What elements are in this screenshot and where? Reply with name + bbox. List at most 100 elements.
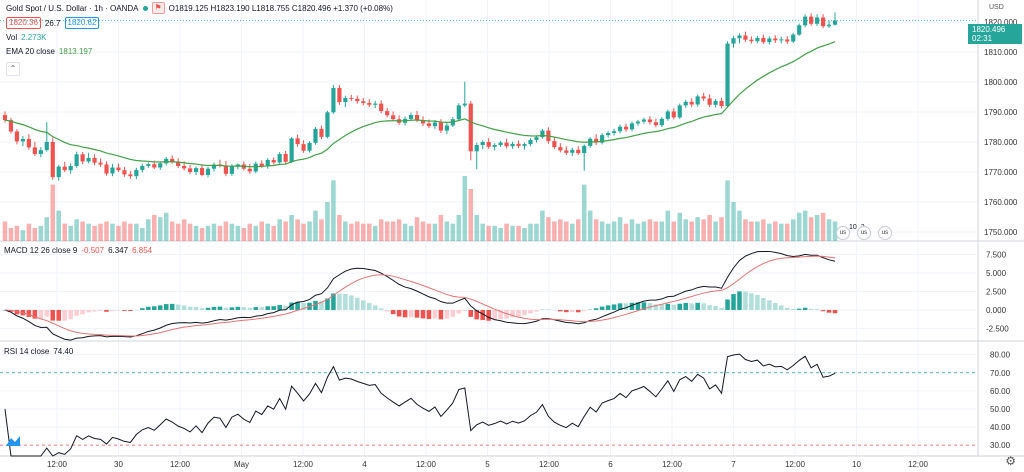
candle-body (164, 158, 169, 164)
candle-body (170, 158, 175, 162)
time-axis-tick: May (234, 460, 249, 469)
macd-histogram-bar (462, 309, 468, 311)
macd-label: MACD 12 26 close 9 (4, 246, 78, 255)
candle-body (253, 163, 258, 172)
candle-body (737, 35, 742, 39)
candle-body (504, 142, 509, 147)
macd-histogram-bar (773, 302, 778, 310)
candle-body (665, 111, 670, 119)
volume-bar (74, 219, 79, 241)
volume-bar (283, 221, 288, 241)
candle-body (683, 101, 688, 106)
macd-histogram-bar (570, 309, 575, 313)
volume-bar (402, 223, 408, 241)
symbol-title: Gold Spot / U.S. Dollar · 1h · OANDA (6, 3, 139, 13)
candle-body (420, 120, 426, 124)
macd-pane (0, 250, 978, 341)
volume-bar (62, 223, 67, 241)
volume-bar (181, 219, 187, 241)
rsi-label: RSI 14 close (4, 347, 50, 356)
macd-histogram-bar (558, 309, 563, 312)
bid-button[interactable]: 1820.36 (6, 17, 41, 29)
volume-bars (2, 176, 838, 241)
price-axis-tick: 1780.000 (984, 138, 1018, 147)
candle-body (832, 20, 838, 25)
macd-histogram-bar (713, 306, 718, 310)
settings-gear-icon[interactable]: ⚙ (1005, 454, 1016, 468)
ema-legend: EMA 20 close 1813.197 (6, 47, 96, 56)
volume-bar (32, 228, 38, 241)
volume-bar (599, 221, 605, 241)
macd-histogram-bar (325, 298, 330, 310)
rsi-axis-tick: 60.00 (990, 387, 1011, 396)
grid-lines (0, 0, 978, 456)
volume-bar (731, 202, 736, 241)
candle-body (689, 101, 694, 105)
volume-bar (659, 221, 665, 241)
volume-bar (629, 219, 635, 241)
volume-bar (223, 221, 229, 241)
volume-bar (92, 225, 97, 241)
macd-histogram-bar (217, 306, 223, 310)
volume-label: Vol (6, 33, 18, 42)
volume-bar (396, 219, 402, 241)
volume-bar (295, 219, 300, 241)
candle-body (606, 133, 611, 136)
macd-legend: MACD 12 26 close 9 -0.507 6.347 6.854 (4, 246, 156, 255)
macd-histogram-bar (181, 305, 187, 310)
macd-histogram-bar (701, 303, 706, 310)
volume-bar (486, 225, 491, 241)
macd-histogram-bar (146, 306, 151, 310)
volume-bar (319, 219, 324, 241)
flag-badge[interactable]: ⚑ (151, 2, 165, 14)
macd-histogram-bar (68, 309, 73, 320)
volume-bar (390, 221, 396, 241)
candle-body (355, 98, 360, 102)
macd-histogram-bar (343, 293, 348, 310)
volume-bar (790, 219, 796, 241)
macd-signal-value: 6.854 (132, 246, 153, 255)
volume-bar (826, 219, 832, 241)
spread-value: 26.7 (44, 18, 61, 28)
volume-bar (163, 212, 169, 241)
candle-body (528, 139, 533, 145)
candle-body (104, 164, 109, 174)
volume-bar (259, 221, 265, 241)
macd-histogram-bar (223, 307, 229, 310)
candle-body (522, 144, 527, 146)
volume-bar (128, 223, 133, 241)
macd-histogram-bar (683, 302, 688, 310)
volume-bar (157, 217, 163, 241)
candle-body (534, 137, 539, 140)
volume-bar (116, 225, 121, 241)
volume-bar (307, 221, 312, 241)
last-price-label: 1820.496 02:31 (968, 24, 1022, 44)
candle-body (552, 141, 557, 148)
candle-body (391, 115, 396, 120)
macd-histogram-bar (86, 309, 91, 313)
us-flag-icon[interactable]: us (878, 226, 892, 240)
time-axis-tick: 12:00 (539, 460, 560, 469)
time-axis-tick: 5 (485, 460, 490, 469)
macd-line (4, 250, 836, 341)
volume-bar (301, 223, 306, 241)
volume-bar (241, 228, 247, 241)
macd-histogram-bar (319, 301, 324, 310)
candle-body (152, 164, 157, 168)
volume-bar (271, 225, 276, 241)
macd-histogram-bar (534, 309, 539, 312)
macd-histogram-bar (414, 309, 420, 318)
macd-histogram-bar (50, 309, 56, 321)
candle-body (659, 118, 664, 126)
collapse-legend-button[interactable]: ⌃ (6, 62, 20, 76)
us-flag-icon[interactable]: us (857, 226, 871, 240)
ema-value: 1813.197 (58, 47, 93, 56)
volume-bar (193, 225, 199, 241)
us-flag-icon[interactable]: us (836, 226, 850, 240)
ask-button[interactable]: 1820.62 (64, 17, 100, 29)
candle-body (564, 150, 569, 153)
volume-bar (504, 223, 509, 241)
volume-bar (707, 215, 712, 241)
candle-body (707, 98, 712, 105)
